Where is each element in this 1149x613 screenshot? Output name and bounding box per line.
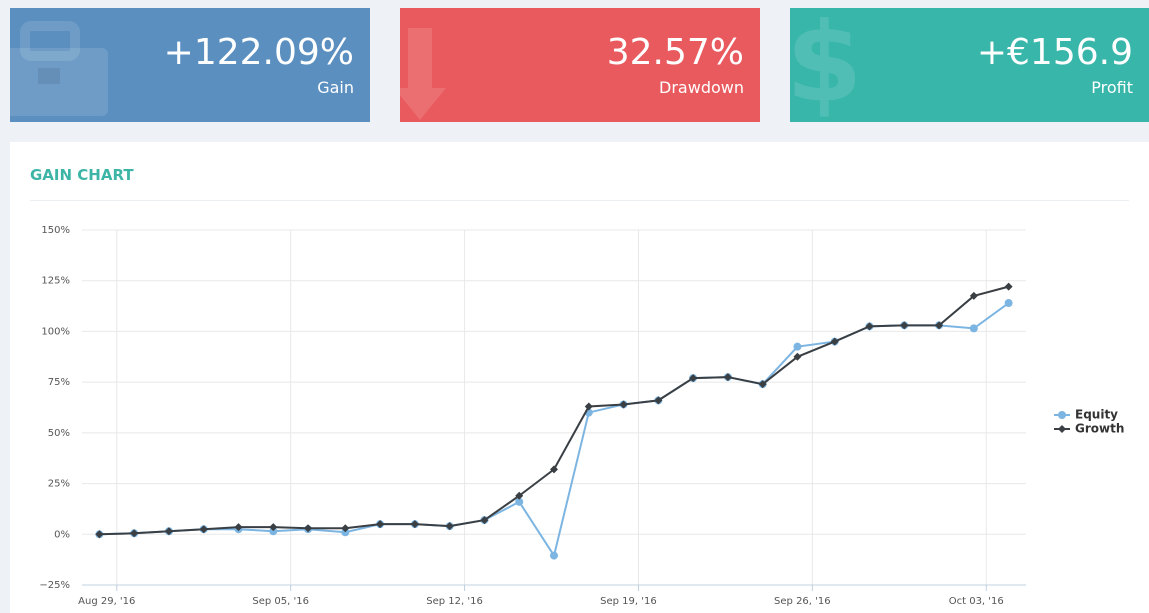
point [935,321,944,330]
legend-label: Equity [1075,408,1118,422]
y-tick-label: 125% [41,276,70,287]
point [654,396,663,405]
card-label: Gain [317,78,354,97]
divider [30,200,1129,201]
svg-text:$: $ [790,8,863,122]
x-tick-label: Sep 26, '16 [774,596,831,607]
dollar-icon: $ [790,8,863,122]
chart-panel: GAIN CHART −25% 0% 25% 50% 75% 100% 125% 150% Au… [10,142,1149,613]
point [793,342,802,351]
point [515,491,524,500]
x-tick-label: Oct 03, '16 [949,596,1004,607]
legend-marker [1058,411,1066,419]
point [900,321,909,330]
arrow-icon [400,28,446,120]
y-tick-label: 25% [48,479,70,490]
y-tick-label: 150% [41,225,70,236]
briefcase-icon [10,21,108,116]
x-tick-label: Sep 12, '16 [426,596,483,607]
point [410,520,419,529]
point [304,524,313,533]
card-value: +€156.9 [976,32,1133,73]
card-value: 32.57% [606,32,744,73]
card-label: Profit [1091,78,1133,97]
point [830,337,839,346]
point [969,324,978,333]
point [480,516,489,525]
legend-label: Growth [1075,422,1124,436]
y-tick-label: 100% [41,326,70,337]
point [199,525,208,534]
point [164,527,173,536]
point [445,522,454,531]
x-tick-label: Sep 19, '16 [600,596,657,607]
point [269,523,278,532]
profit-card: $ +€156.9 Profit [790,8,1149,122]
y-tick-label: 0% [54,529,70,540]
point [619,400,628,409]
point [969,291,978,300]
legend-marker [1058,425,1066,433]
point [95,530,104,539]
y-tick-label: 50% [48,428,70,439]
point [376,520,385,529]
card-value: +122.09% [163,32,354,73]
point [865,322,874,331]
point [550,465,558,474]
point [515,497,524,506]
point [758,380,767,389]
point [689,374,698,383]
x-tick-label: Aug 29, '16 [78,596,135,607]
point [584,402,593,411]
gain-card: +122.09% Gain [10,8,370,122]
y-tick-label: −25% [39,580,70,591]
series-line [99,302,1010,559]
chart: −25% 0% 25% 50% 75% 100% 125% 150% Aug 29, '16 Se… [39,225,1124,607]
card-label: Drawdown [659,78,744,97]
point [793,352,802,361]
point [1004,299,1013,308]
point [269,527,278,536]
point [723,373,732,382]
point [130,529,139,538]
point [341,528,350,537]
y-tick-label: 75% [48,377,70,388]
point [1004,282,1013,291]
chart-title: GAIN CHART [30,166,134,184]
x-tick-label: Sep 05, '16 [252,596,309,607]
point [341,524,350,533]
drawdown-card: 32.57% Drawdown [400,8,760,122]
point [234,523,243,532]
point [550,551,558,560]
